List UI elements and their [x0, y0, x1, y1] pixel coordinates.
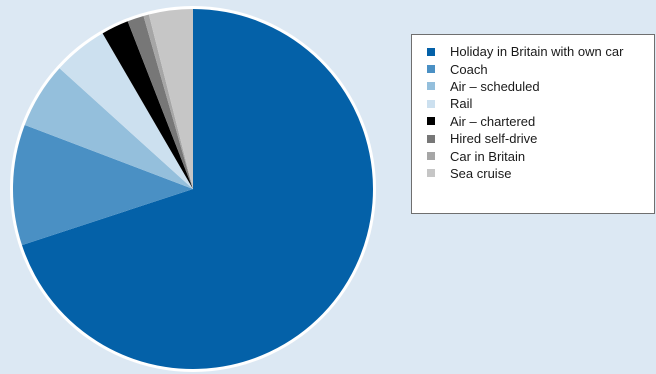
legend-label: Rail — [450, 96, 473, 112]
pie-slice-2 — [24, 68, 193, 189]
legend-item: Sea cruise — [427, 165, 654, 182]
pie-chart — [10, 6, 376, 372]
legend-swatch — [427, 152, 435, 161]
pie-slice-4 — [102, 21, 193, 189]
legend-item: Air – scheduled — [427, 78, 654, 95]
legend-swatch — [427, 99, 435, 108]
legend-item: Car in Britain — [427, 147, 654, 164]
legend-item: Hired self-drive — [427, 130, 654, 147]
legend-label: Air – chartered — [450, 113, 536, 129]
legend-label: Sea cruise — [450, 165, 512, 181]
pie-slice-5 — [127, 15, 193, 189]
legend-swatch — [427, 134, 435, 143]
legend-label: Air – scheduled — [450, 78, 540, 94]
pie-slice-1 — [12, 124, 194, 246]
legend-swatch — [427, 169, 435, 178]
legend-item: Holiday in Britain with own car — [427, 43, 654, 60]
pie-slices — [12, 9, 373, 369]
legend-item: Air – chartered — [427, 113, 654, 130]
legend-swatch — [427, 82, 435, 91]
legend-item: Coach — [427, 60, 654, 77]
legend: Holiday in Britain with own car Coach Air … — [411, 34, 655, 214]
legend-swatch — [427, 65, 435, 74]
legend-label: Coach — [450, 61, 488, 77]
legend-label: Holiday in Britain with own car — [450, 44, 624, 60]
legend-label: Hired self-drive — [450, 131, 538, 147]
pie-slice-3 — [59, 33, 194, 189]
legend-swatch — [427, 47, 435, 56]
pie-slice-7 — [148, 9, 193, 189]
legend-item: Rail — [427, 95, 654, 112]
pie-slice-0 — [21, 9, 373, 369]
legend-label: Car in Britain — [450, 148, 526, 164]
pie-slice-6 — [143, 14, 193, 189]
legend-swatch — [427, 117, 435, 126]
